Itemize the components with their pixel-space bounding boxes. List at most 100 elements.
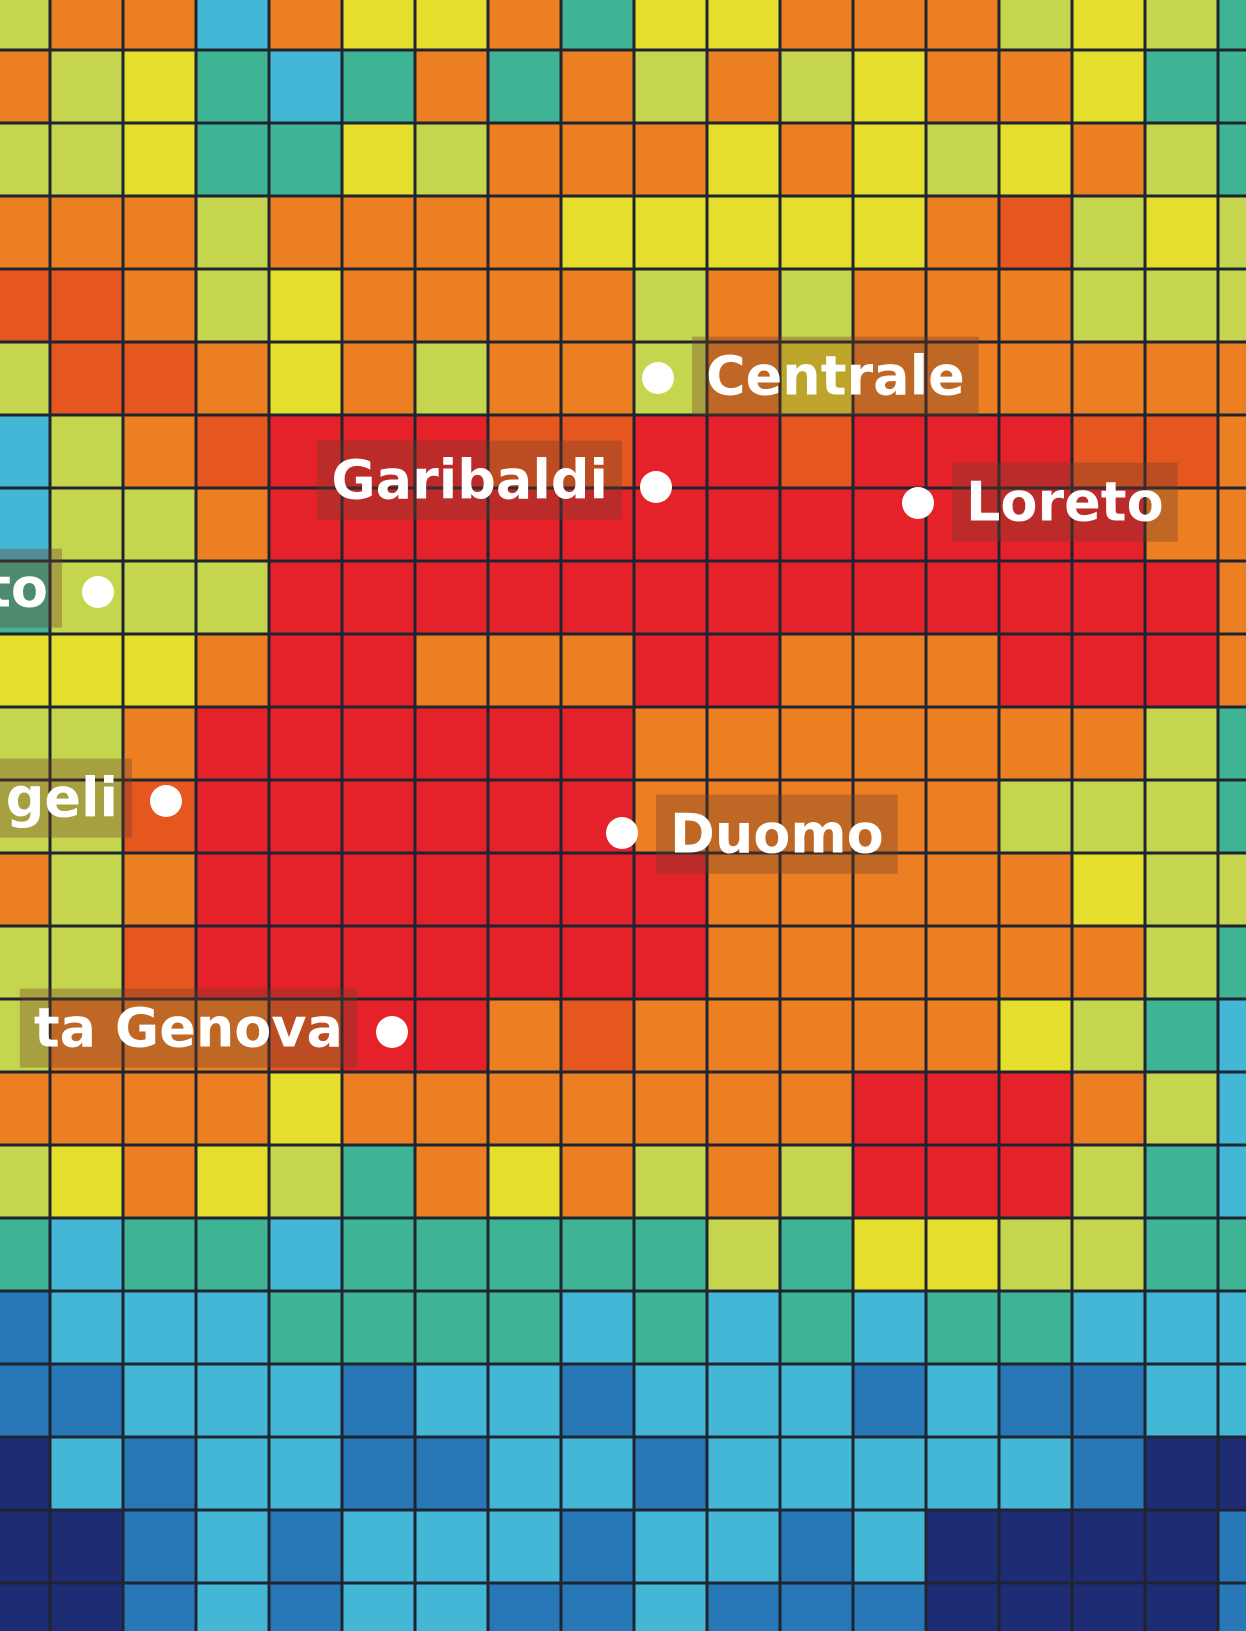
place-label: to — [0, 557, 48, 620]
grid-cell — [927, 1365, 998, 1436]
grid-cell — [562, 708, 633, 779]
grid-cell — [197, 416, 268, 487]
grid-cell — [708, 1219, 779, 1290]
place-label: Centrale — [706, 345, 965, 408]
grid-cell — [416, 1000, 487, 1071]
grid-cell — [1000, 927, 1071, 998]
grid-cell — [197, 489, 268, 560]
grid-cell — [1073, 1292, 1144, 1363]
grid-cell — [635, 1365, 706, 1436]
grid-cell — [416, 562, 487, 633]
grid-cell — [708, 927, 779, 998]
grid-cell — [781, 1219, 852, 1290]
grid-cell — [343, 854, 414, 925]
grid-cell — [489, 927, 560, 998]
grid-cell — [635, 1073, 706, 1144]
grid-cell — [1073, 1438, 1144, 1509]
grid-cell — [0, 1073, 49, 1144]
grid-cell — [0, 927, 49, 998]
grid-cell — [1073, 270, 1144, 341]
grid-cell — [343, 1073, 414, 1144]
grid-cell — [0, 854, 49, 925]
grid-cell — [1073, 854, 1144, 925]
grid-cell — [708, 1292, 779, 1363]
grid-cell — [1219, 1000, 1246, 1071]
grid-cell — [708, 416, 779, 487]
grid-cell — [781, 51, 852, 122]
grid-cell — [854, 562, 925, 633]
place-dot — [606, 817, 638, 849]
grid-cell — [708, 1511, 779, 1582]
grid-cell — [781, 1584, 852, 1631]
grid-cell — [1146, 635, 1217, 706]
place-dot — [150, 785, 182, 817]
grid-cell — [1146, 1073, 1217, 1144]
grid-cell — [1073, 197, 1144, 268]
place-labels: Centrale Garibaldi Loreto to geli Duomo … — [0, 336, 1178, 1068]
grid-cell — [197, 1073, 268, 1144]
grid-cell — [51, 781, 122, 852]
grid-cell — [562, 1000, 633, 1071]
grid-cell — [781, 854, 852, 925]
grid-cell — [1000, 1073, 1071, 1144]
grid-cell — [124, 927, 195, 998]
grid-cell — [635, 1292, 706, 1363]
grid-cell — [416, 270, 487, 341]
grid-cell — [1219, 416, 1246, 487]
grid-cell — [708, 51, 779, 122]
grid-cell — [0, 1511, 49, 1582]
grid-cell — [0, 1000, 49, 1071]
place-dot — [902, 487, 934, 519]
grid-cell — [1073, 1219, 1144, 1290]
grid-cell — [416, 1438, 487, 1509]
grid-cell — [489, 1292, 560, 1363]
grid-cell — [708, 1584, 779, 1631]
grid-cell — [854, 416, 925, 487]
label-backdrop — [0, 758, 132, 838]
grid-cell — [124, 489, 195, 560]
grid-cell — [635, 0, 706, 49]
grid-cell — [635, 635, 706, 706]
grid-cell — [270, 708, 341, 779]
grid-cell — [416, 416, 487, 487]
grid-cell — [1000, 854, 1071, 925]
grid-cell — [562, 416, 633, 487]
grid-cell — [51, 1365, 122, 1436]
grid-cell — [51, 1438, 122, 1509]
grid-cell — [124, 124, 195, 195]
grid-cell — [927, 489, 998, 560]
grid-cell — [124, 1511, 195, 1582]
grid-cell — [1000, 124, 1071, 195]
grid-cell — [854, 1073, 925, 1144]
grid-cell — [197, 1000, 268, 1071]
grid-cell — [927, 124, 998, 195]
grid-cell — [781, 416, 852, 487]
grid-cell — [781, 1000, 852, 1071]
grid-cell — [1000, 51, 1071, 122]
grid-cell — [197, 1511, 268, 1582]
grid-cell — [1146, 562, 1217, 633]
grid-cell — [1000, 781, 1071, 852]
grid-cell — [562, 1511, 633, 1582]
grid-cell — [124, 1000, 195, 1071]
grid-cell — [1000, 562, 1071, 633]
grid-cell — [1219, 562, 1246, 633]
grid-cell — [1146, 51, 1217, 122]
grid-cell — [51, 1073, 122, 1144]
place-label: Garibaldi — [331, 449, 608, 512]
grid-cell — [635, 1219, 706, 1290]
grid-cell — [927, 854, 998, 925]
grid-cell — [1073, 927, 1144, 998]
grid-cell — [1146, 1438, 1217, 1509]
grid-cell — [489, 1438, 560, 1509]
grid-cell — [343, 781, 414, 852]
grid-cell — [562, 0, 633, 49]
grid-cell — [1000, 197, 1071, 268]
grid-cell — [1146, 708, 1217, 779]
grid-cell — [197, 562, 268, 633]
grid-cell — [854, 854, 925, 925]
label-backdrop — [952, 462, 1178, 542]
grid-cell — [1146, 1365, 1217, 1436]
grid-cell — [708, 781, 779, 852]
grid-cell — [197, 1584, 268, 1631]
